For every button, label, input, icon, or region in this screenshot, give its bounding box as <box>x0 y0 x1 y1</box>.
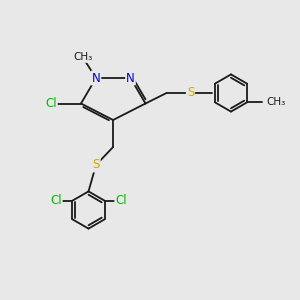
Text: CH₃: CH₃ <box>73 52 92 62</box>
Text: S: S <box>92 158 100 172</box>
Text: N: N <box>92 71 100 85</box>
Text: N: N <box>126 71 135 85</box>
Text: Cl: Cl <box>45 97 57 110</box>
Text: Cl: Cl <box>115 194 127 207</box>
Text: CH₃: CH₃ <box>267 97 286 107</box>
Text: S: S <box>187 86 194 100</box>
Text: Cl: Cl <box>50 194 62 207</box>
